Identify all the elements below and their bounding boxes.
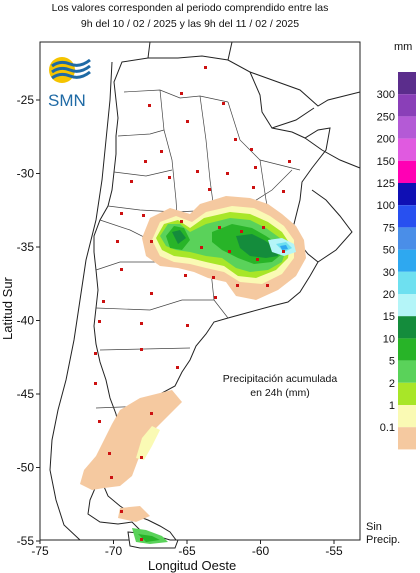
legend-unit: mm [394, 41, 412, 53]
legend-label: 300 [377, 89, 395, 101]
legend-label: 150 [377, 156, 395, 168]
y-tick-label: -45 [17, 387, 35, 401]
x-axis-title: Longitud Oeste [148, 558, 236, 573]
chile-coast [49, 61, 113, 541]
legend-label: 15 [383, 311, 395, 323]
x-tick-label: -55 [325, 544, 343, 558]
legend-label: 5 [389, 356, 395, 368]
y-tick-label: -25 [17, 93, 35, 107]
smn-logo: SMN [48, 57, 91, 110]
legend-swatch [398, 205, 416, 228]
map-note-line-2: en 24h (mm) [250, 387, 310, 399]
legend-label: 100 [377, 200, 395, 212]
x-axis: -75 -70 -65 -60 -55 [31, 540, 343, 558]
y-tick-label: -35 [17, 240, 35, 254]
rain-area-15mm [172, 230, 278, 258]
legend-swatch [398, 294, 416, 317]
x-tick-label: -75 [31, 544, 49, 558]
rain-area-patagonia [80, 390, 182, 490]
x-tick-label: -60 [252, 544, 270, 558]
rain-area-tierra [118, 506, 150, 522]
caption-line-1: Los valores corresponden al periodo comp… [51, 2, 329, 14]
logo-wave-icon [51, 58, 91, 68]
legend-swatch [398, 183, 416, 206]
map-note-line-1: Precipitación acumulada [223, 373, 338, 385]
legend-label: 0.1 [380, 422, 395, 434]
caption-line-2: 9h del 10 / 02 / 2025 y las 9h del 11 / … [80, 18, 300, 30]
x-tick-label: -70 [105, 544, 123, 558]
rain-area-50mm [280, 245, 288, 250]
y-axis: -25 -30 -35 -40 -45 -50 -55 [17, 93, 40, 548]
rain-area-south-green-2 [138, 534, 160, 542]
legend-swatch [398, 160, 416, 183]
rain-area-south-1mm [136, 426, 160, 460]
legend-label: 1 [389, 400, 395, 412]
legend-swatch [398, 116, 416, 139]
legend-swatch-no-precip [398, 427, 416, 450]
legend-swatch [398, 94, 416, 117]
y-tick-label: -30 [17, 167, 35, 181]
legend-label: 30 [383, 267, 395, 279]
legend-label: 50 [383, 245, 395, 257]
legend-label: 2 [389, 378, 395, 390]
legend-swatch [398, 271, 416, 294]
legend-label: 10 [383, 333, 395, 345]
legend-swatch [398, 338, 416, 361]
legend-swatch [398, 227, 416, 250]
color-legend: 300 250 200 150 125 100 75 50 30 20 15 10 5 2 1 0.1 [377, 72, 416, 450]
legend-label: 20 [383, 289, 395, 301]
legend-swatch [398, 360, 416, 383]
legend-swatch [398, 382, 416, 405]
legend-label: 200 [377, 134, 395, 146]
legend-no-precip-line-2: Precip. [366, 534, 400, 546]
legend-label: 250 [377, 111, 395, 123]
legend-no-precip-line-1: Sin [366, 521, 382, 533]
legend-swatch [398, 72, 416, 95]
legend-label: 125 [377, 178, 395, 190]
legend-label: 75 [383, 222, 395, 234]
y-tick-label: -50 [17, 461, 35, 475]
station-points [94, 66, 291, 541]
y-tick-label: -40 [17, 314, 35, 328]
logo-text: SMN [48, 91, 86, 110]
neighbour-borders [147, 41, 361, 263]
legend-swatch [398, 405, 416, 428]
legend-swatch [398, 316, 416, 339]
legend-swatch [398, 249, 416, 272]
x-tick-label: -65 [178, 544, 196, 558]
legend-swatch [398, 138, 416, 161]
y-axis-title: Latitud Sur [0, 276, 15, 340]
y-tick-label: -55 [17, 534, 35, 548]
